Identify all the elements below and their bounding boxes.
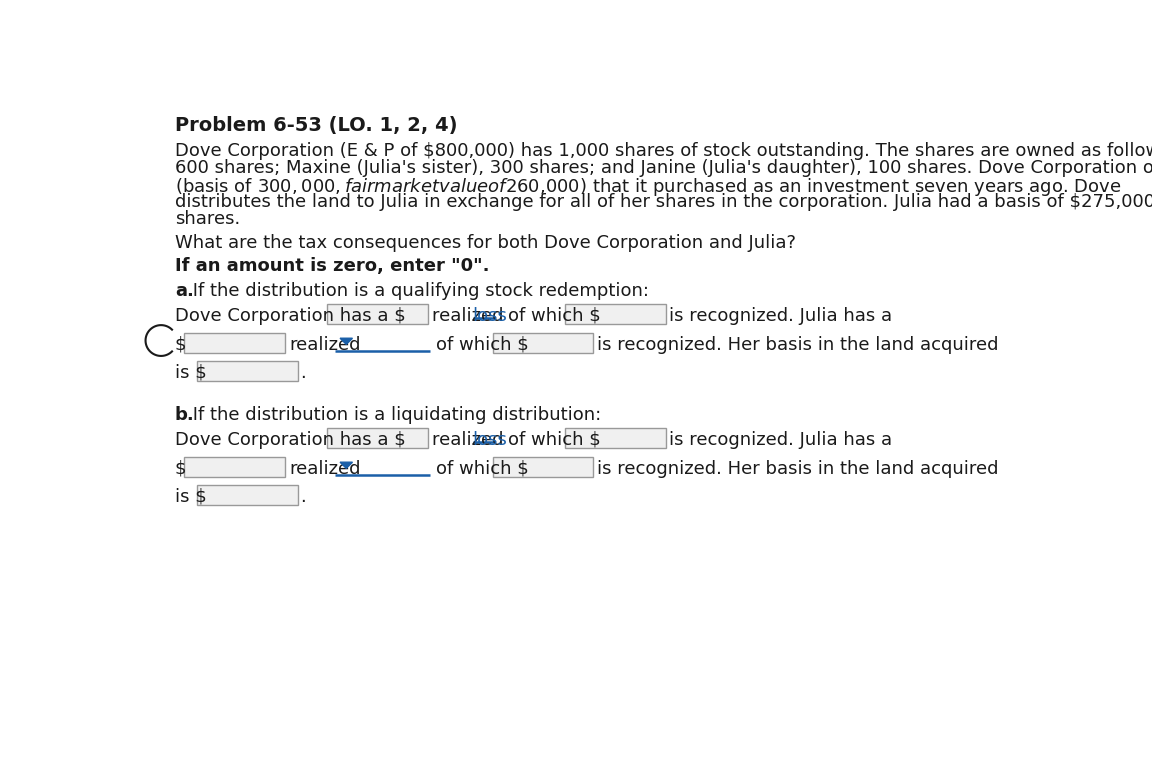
Bar xyxy=(327,428,427,447)
Text: is recognized. Her basis in the land acquired: is recognized. Her basis in the land acq… xyxy=(598,336,999,354)
Text: What are the tax consequences for both Dove Corporation and Julia?: What are the tax consequences for both D… xyxy=(175,234,796,252)
Bar xyxy=(493,333,593,353)
Text: 600 shares; Maxine (Julia's sister), 300 shares; and Janine (Julia's daughter), : 600 shares; Maxine (Julia's sister), 300… xyxy=(175,159,1152,177)
Text: If an amount is zero, enter "0".: If an amount is zero, enter "0". xyxy=(175,258,490,275)
Bar xyxy=(197,360,298,380)
Text: .: . xyxy=(300,488,305,506)
Bar xyxy=(564,428,666,447)
Text: $: $ xyxy=(175,460,187,478)
Text: of which $: of which $ xyxy=(437,460,529,478)
Text: Dove Corporation (E & P of $800,000) has 1,000 shares of stock outstanding. The : Dove Corporation (E & P of $800,000) has… xyxy=(175,142,1152,159)
Text: If the distribution is a qualifying stock redemption:: If the distribution is a qualifying stoc… xyxy=(188,282,650,300)
Text: realized: realized xyxy=(289,336,361,354)
Text: Dove Corporation has a $: Dove Corporation has a $ xyxy=(175,307,406,324)
Bar xyxy=(564,303,666,324)
Text: realized: realized xyxy=(289,460,361,478)
Bar xyxy=(327,303,427,324)
Text: of which $: of which $ xyxy=(508,430,601,449)
Text: is recognized. Julia has a: is recognized. Julia has a xyxy=(669,430,893,449)
Text: of which $: of which $ xyxy=(437,336,529,354)
Text: (basis of $300,000, fair market value of $260,000) that it purchased as an inves: (basis of $300,000, fair market value of… xyxy=(175,176,1121,198)
Text: loss: loss xyxy=(472,307,508,324)
Text: realized: realized xyxy=(432,430,509,449)
Text: a.: a. xyxy=(175,282,194,300)
Text: $: $ xyxy=(175,336,187,354)
Text: is $: is $ xyxy=(175,363,206,382)
Text: distributes the land to Julia in exchange for all of her shares in the corporati: distributes the land to Julia in exchang… xyxy=(175,193,1152,211)
Text: Dove Corporation has a $: Dove Corporation has a $ xyxy=(175,430,406,449)
Text: Problem 6-53 (LO. 1, 2, 4): Problem 6-53 (LO. 1, 2, 4) xyxy=(175,117,457,135)
Text: is recognized. Her basis in the land acquired: is recognized. Her basis in the land acq… xyxy=(598,460,999,478)
Text: .: . xyxy=(300,363,305,382)
Text: b.: b. xyxy=(175,406,195,424)
Text: is recognized. Julia has a: is recognized. Julia has a xyxy=(669,307,893,324)
Text: loss: loss xyxy=(472,430,508,449)
Polygon shape xyxy=(340,338,353,345)
Text: of which $: of which $ xyxy=(508,307,601,324)
Text: is $: is $ xyxy=(175,488,206,506)
Bar xyxy=(493,457,593,477)
Text: If the distribution is a liquidating distribution:: If the distribution is a liquidating dis… xyxy=(188,406,601,424)
Bar xyxy=(197,485,298,505)
Bar xyxy=(184,333,285,353)
Text: realized: realized xyxy=(432,307,509,324)
Bar xyxy=(184,457,285,477)
Polygon shape xyxy=(340,462,353,468)
Text: shares.: shares. xyxy=(175,209,241,228)
